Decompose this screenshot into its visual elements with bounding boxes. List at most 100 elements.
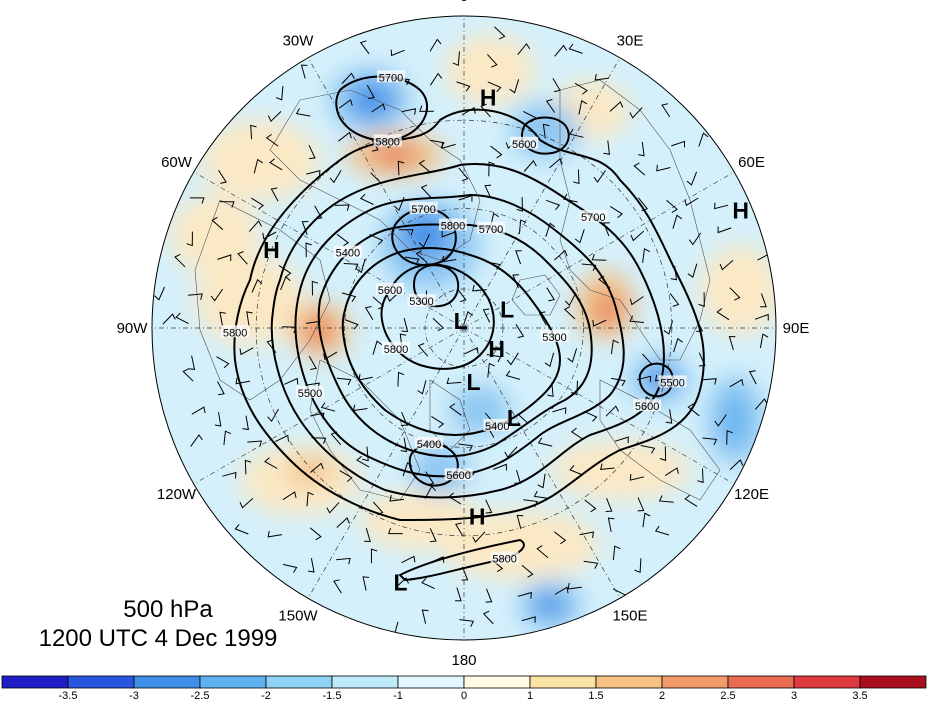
wind-barb <box>665 409 673 424</box>
contour-label-bg <box>633 399 662 412</box>
wind-barb <box>567 348 578 363</box>
longitude-label: 180 <box>451 652 476 669</box>
wind-barb <box>664 467 679 477</box>
wind-barb <box>463 310 474 326</box>
wind-barb <box>458 443 474 452</box>
colorbar-cell <box>661 675 729 689</box>
wind-barb <box>600 463 615 470</box>
wind-barb <box>214 412 222 427</box>
wind-barb <box>310 462 324 473</box>
contour-label: 5600 <box>635 401 659 413</box>
wind-barb <box>564 292 577 307</box>
wind-barb <box>356 258 366 274</box>
wind-barb <box>537 437 553 447</box>
wind-barb <box>246 311 253 326</box>
wind-barb <box>401 317 409 333</box>
wind-barb <box>610 339 619 355</box>
wind-barb <box>729 287 741 301</box>
wind-barb <box>684 197 699 207</box>
wind-barb <box>400 437 408 453</box>
wind-barb <box>239 347 254 356</box>
wind-barb <box>242 415 250 431</box>
wind-barb <box>269 158 283 171</box>
wind-barb <box>217 254 232 262</box>
map-border <box>151 15 777 641</box>
colorbar-ticks: -3.5 -3 -2.5 -2 -1.5 -1 0 1 1.5 2 2.5 3 3.5 <box>59 690 868 702</box>
wind-barb <box>429 528 437 543</box>
wind-barb <box>640 445 656 454</box>
wind-barb <box>390 49 405 57</box>
contour-labels: 5800560055005700540056005800530054005500… <box>221 70 687 566</box>
colorbar-tick-label: 3 <box>791 690 797 702</box>
wind-barb <box>364 527 371 543</box>
wind-barb <box>456 81 471 92</box>
low-pressure-label: L <box>500 297 514 323</box>
wind-barb <box>336 557 351 565</box>
graticule <box>152 16 776 640</box>
wind-barb <box>552 407 567 414</box>
colorbar-cell <box>1 675 69 689</box>
colorbar-tick-label: -2.5 <box>191 690 210 702</box>
contour-low-ring-5 <box>520 116 570 155</box>
wind-barb <box>516 197 524 212</box>
wind-barb <box>642 248 651 263</box>
wind-barb <box>554 44 568 57</box>
wind-barb <box>276 85 284 101</box>
wind-barb <box>401 108 417 115</box>
wind-barb <box>389 494 404 502</box>
colorbar-tick-label: -1.5 <box>323 690 342 702</box>
colorbar-cell <box>595 675 663 689</box>
contour-label: 5800 <box>223 327 247 339</box>
wind-barb <box>306 491 314 507</box>
wind-barb <box>546 287 555 302</box>
colorbar-tick-label: 0 <box>461 690 467 702</box>
wind-barb <box>570 427 584 440</box>
wind-barb <box>417 343 429 357</box>
wind-barb <box>549 157 563 169</box>
wind-barb <box>308 355 317 370</box>
wind-barb <box>452 51 460 67</box>
wind-barb <box>295 108 311 117</box>
wind-barb <box>248 220 263 232</box>
wind-barb <box>485 588 493 603</box>
longitude-label: 90E <box>783 320 810 337</box>
wind-barb <box>262 231 277 240</box>
wind-barb <box>583 410 598 422</box>
meridian-line <box>463 57 621 329</box>
colorbar-cell <box>331 675 399 689</box>
wind-barb <box>341 292 357 302</box>
longitude-labels: 0 30W 60W 90W 120W 150W 180 150E 120E 90E 60E 30E <box>117 0 810 669</box>
wind-barb <box>545 222 556 237</box>
colorbar-tick-label: 3.5 <box>852 690 867 702</box>
contour-label: 5300 <box>409 296 433 308</box>
longitude-label: 120E <box>734 486 769 503</box>
contour-label: 5700 <box>411 204 435 216</box>
contour-label-bg <box>409 201 438 214</box>
wind-barb <box>726 429 733 445</box>
wind-barb <box>488 161 495 177</box>
longitude-label: 30W <box>283 33 315 50</box>
wind-barb <box>311 280 319 296</box>
wind-barb <box>578 100 588 115</box>
wind-barb <box>162 313 176 325</box>
wind-barb <box>544 352 555 367</box>
wind-barb <box>567 582 582 590</box>
wind-barb <box>388 527 403 535</box>
wind-barb <box>702 437 718 446</box>
wind-barb <box>607 517 615 532</box>
wind-barb <box>282 491 297 501</box>
wind-barb <box>265 133 279 147</box>
contour-south-tongue <box>398 538 525 582</box>
wind-barb <box>506 352 519 366</box>
wind-barb <box>569 128 584 138</box>
contour-label: 5500 <box>660 377 684 389</box>
contour-label: 5400 <box>485 421 509 433</box>
wind-barb <box>515 250 522 265</box>
wind-barb <box>748 370 757 385</box>
wind-barb <box>401 555 416 564</box>
contour-label-bg <box>407 294 436 307</box>
latitude-circle <box>344 208 584 448</box>
wind-barb <box>494 26 506 40</box>
wind-barb <box>482 308 491 323</box>
